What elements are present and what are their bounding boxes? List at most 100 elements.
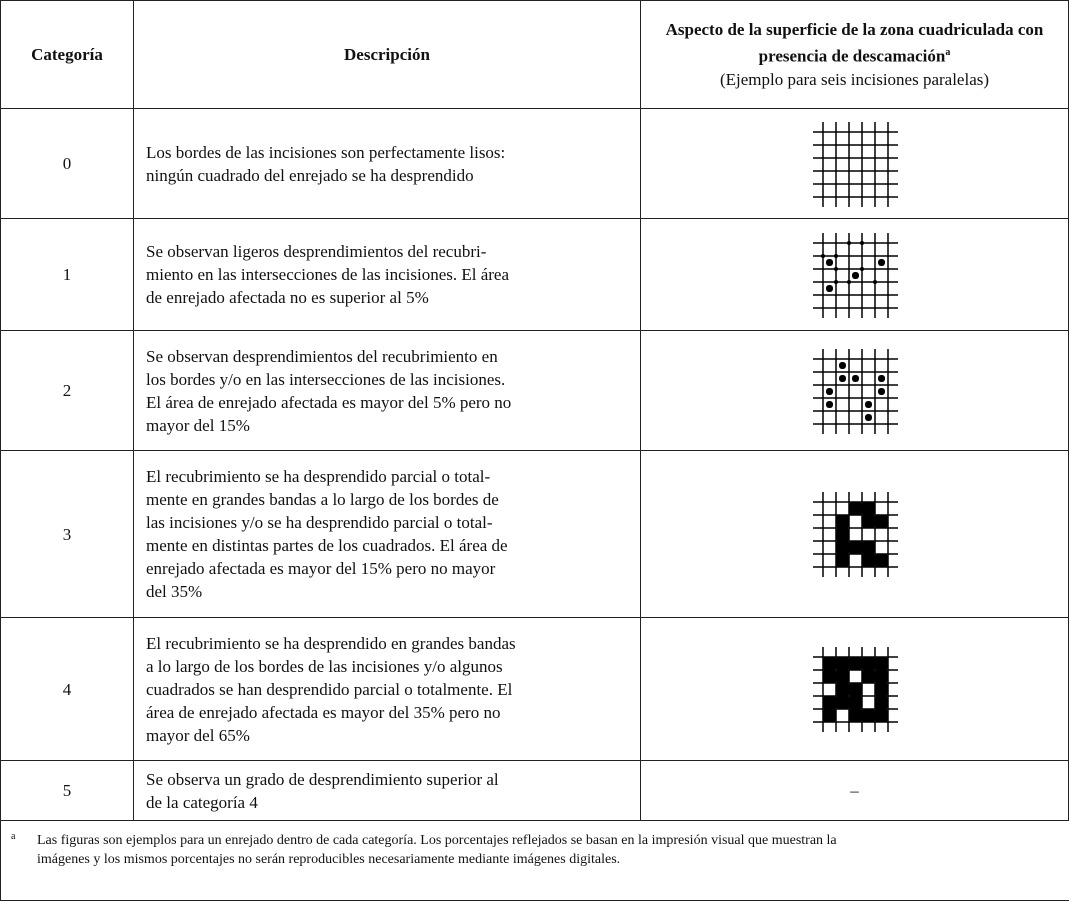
flake [838, 361, 846, 369]
footnote-text: Las figuras son ejemplos para un enrejad… [37, 831, 837, 869]
description-cell: Se observa un grado de desprendimiento s… [133, 760, 641, 821]
flake [825, 387, 833, 395]
description-line: mayor del 15% [146, 415, 250, 435]
description-cell: Se observan desprendimientos del recubri… [133, 330, 641, 451]
description-line: del 35% [146, 582, 203, 601]
flake [861, 541, 875, 554]
description-line: ningún cuadrado del enrejado se ha despr… [146, 165, 474, 185]
flake [825, 258, 833, 266]
flake [848, 657, 862, 670]
flake [835, 683, 849, 696]
flake [861, 515, 875, 528]
flake [848, 696, 862, 709]
flake [874, 683, 888, 696]
aspect-cell [640, 330, 1069, 451]
grid-figure [812, 232, 898, 318]
aspect-cell [640, 617, 1069, 761]
flake [825, 400, 833, 408]
aspect-cell: – [640, 760, 1069, 821]
description-line: cuadrados se han desprendido parcial o t… [146, 679, 513, 699]
category-cell: 4 [0, 617, 134, 761]
flake [822, 696, 836, 709]
flake [848, 502, 862, 515]
grid-figure [812, 348, 898, 434]
description-cell: Se observan ligeros desprendimientos del… [133, 218, 641, 331]
flake [874, 515, 888, 528]
flake [874, 709, 888, 722]
row: 4 El recubrimiento se ha desprendido en g… [0, 617, 1069, 761]
description-line: El recubrimiento se ha desprendido parci… [146, 467, 491, 486]
flake [877, 258, 885, 266]
category-cell: 3 [0, 450, 134, 618]
description-line: mente en distintas partes de los cuadrad… [146, 536, 508, 555]
description-line: miento en las intersecciones de las inci… [146, 265, 510, 284]
flake [877, 387, 885, 395]
aspect-cell [640, 218, 1069, 331]
description-line: mayor del 65% [146, 725, 250, 745]
flake [851, 374, 859, 382]
flake [838, 374, 846, 382]
category-cell: 2 [0, 330, 134, 451]
aspect-cell [640, 108, 1069, 219]
flake [825, 284, 833, 292]
description-cell: El recubrimiento se ha desprendido en gr… [133, 617, 641, 761]
description-cell: El recubrimiento se ha desprendido parci… [133, 450, 641, 618]
flake [848, 683, 862, 696]
row: 0 Los bordes de las incisiones son perfec… [0, 108, 1069, 219]
flake [861, 502, 875, 515]
description-line: Los bordes de las incisiones son perfect… [146, 142, 506, 162]
flake [822, 657, 836, 670]
row: 2 Se observan desprendimientos del recubr… [0, 330, 1069, 451]
flake [861, 657, 875, 670]
description-cell: Los bordes de las incisiones son perfect… [133, 108, 641, 219]
description-line: de enrejado afectada no es superior al 5… [146, 288, 429, 307]
description-line: de la categoría 4 [146, 792, 258, 812]
flake [848, 541, 862, 554]
flake [848, 709, 862, 722]
flake [822, 670, 836, 683]
header-cell: Categoría [0, 0, 134, 109]
row: 1 Se observan ligeros desprendimientos de… [0, 218, 1069, 331]
header-cell: Descripción [133, 0, 641, 109]
flake [861, 554, 875, 567]
flake [835, 528, 849, 541]
aspect-cell [640, 450, 1069, 618]
flake [874, 554, 888, 567]
category-cell: 5 [0, 760, 134, 821]
description-line: Se observan ligeros desprendimientos del… [146, 242, 487, 261]
row: 3 El recubrimiento se ha desprendido parc… [0, 450, 1069, 618]
header-row: Categoría Descripción Aspecto de la supe… [0, 0, 1069, 109]
flake [861, 670, 875, 683]
description-line: El área de enrejado afectada es mayor de… [146, 392, 512, 412]
flake [864, 400, 872, 408]
row: 5 Se observa un grado de desprendimiento … [0, 760, 1069, 821]
description-line: las incisiones y/o se ha desprendido par… [146, 513, 493, 532]
flake [874, 670, 888, 683]
grid-figure [812, 492, 898, 577]
flake [835, 696, 849, 709]
header-subtitle: (Ejemplo para seis incisiones paralelas) [719, 69, 990, 89]
flake [835, 541, 849, 554]
flake [822, 709, 836, 722]
description-line: los bordes y/o en las intersecciones de … [146, 369, 506, 389]
description-line: Se observa un grado de desprendimiento s… [146, 769, 499, 789]
footnote-mark: a [11, 831, 16, 842]
footnote: a Las figuras son ejemplos para un enrej… [0, 821, 1069, 901]
description-line: área de enrejado afectada es mayor del 3… [146, 702, 501, 722]
description-line: Se observan desprendimientos del recubri… [146, 346, 498, 366]
grid-figure [812, 121, 898, 207]
table: Categoría Descripción Aspecto de la supe… [0, 0, 1069, 821]
flake [861, 709, 875, 722]
description-line: El recubrimiento se ha desprendido en gr… [146, 633, 516, 653]
header-cell: Aspecto de la superficie de la zona cuad… [640, 0, 1069, 109]
category-cell: 1 [0, 218, 134, 331]
flake [835, 515, 849, 528]
footnote-ref: a [945, 47, 951, 59]
flake [864, 413, 872, 421]
description-line: a lo largo de los bordes de las incision… [146, 656, 503, 676]
description-line: mente en grandes bandas a lo largo de lo… [146, 490, 499, 509]
flake [835, 670, 849, 683]
aspect-text: – [850, 781, 859, 800]
category-cell: 0 [0, 108, 134, 219]
